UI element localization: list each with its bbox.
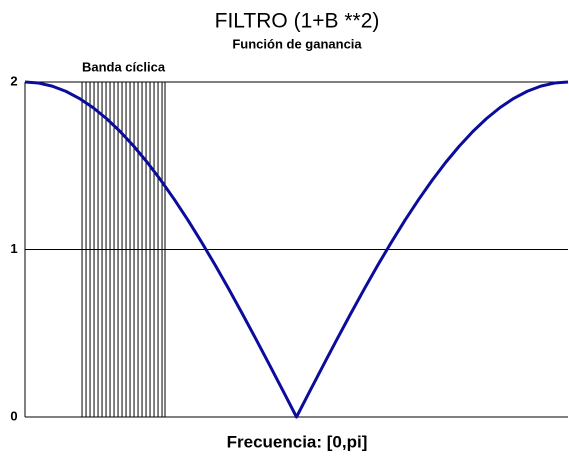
- y-tick-label: 0: [10, 408, 17, 423]
- band-label: Banda cíclica: [82, 59, 166, 74]
- chart-subtitle: Función de ganancia: [232, 36, 362, 51]
- gain-line: [24, 80, 569, 419]
- x-axis-label: Frecuencia: [0,pi]: [227, 432, 368, 451]
- y-tick-label: 1: [10, 241, 17, 256]
- y-tick-label: 2: [10, 73, 17, 88]
- chart-title: FILTRO (1+B **2): [215, 10, 380, 33]
